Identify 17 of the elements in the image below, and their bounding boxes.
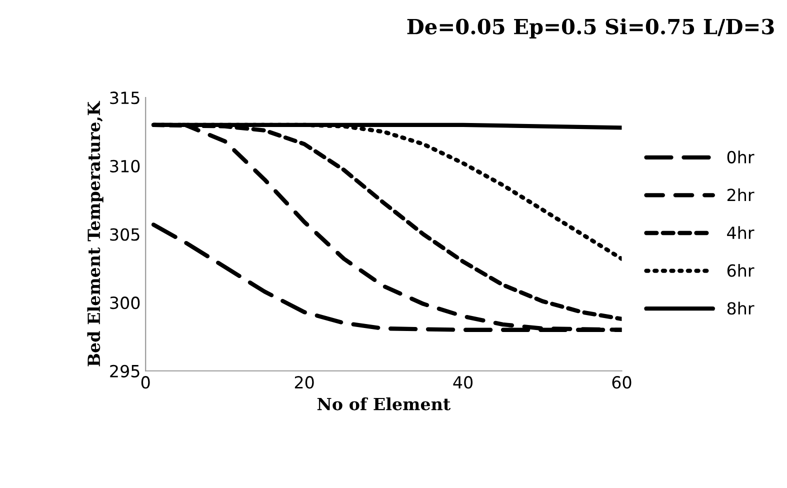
legend-label: 6hr xyxy=(727,264,754,277)
x-tick-label: 0 xyxy=(141,376,150,389)
y-axis-title: Bed Element Temperature,K xyxy=(87,100,104,366)
legend-label: 0hr xyxy=(727,150,754,164)
x-tick-label: 60 xyxy=(612,376,632,389)
y-tick-label: 295 xyxy=(110,364,140,378)
y-tick-label: 305 xyxy=(110,228,140,241)
y-tick-label: 310 xyxy=(110,160,140,172)
x-axis-title: No of Element xyxy=(317,397,451,410)
y-tick-label: 315 xyxy=(110,92,140,104)
legend-label: 8hr xyxy=(727,302,754,315)
x-tick-label: 40 xyxy=(453,376,473,389)
y-tick-label: 300 xyxy=(110,296,140,310)
chart-title: De=0.05 Ep=0.5 Si=0.75 L/D=3 xyxy=(407,18,774,38)
legend-label: 4hr xyxy=(727,226,754,239)
x-tick-label: 20 xyxy=(294,376,314,389)
legend-label: 2hr xyxy=(727,188,754,202)
